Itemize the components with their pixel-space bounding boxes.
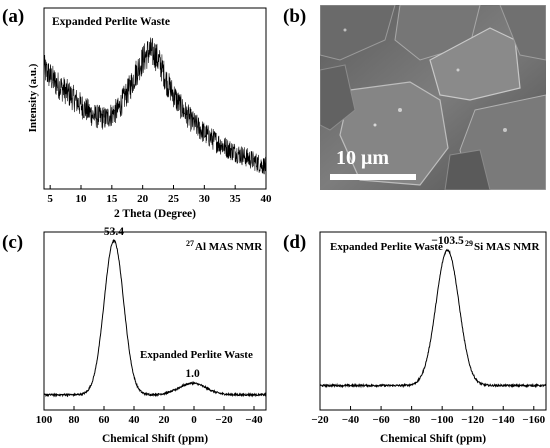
si-nmr-superscript: 29 xyxy=(465,239,473,248)
xrd-x-ticks: 5 10 15 20 25 30 35 40 xyxy=(47,185,272,205)
al-nmr-peak-labels: 53.4 1.0 xyxy=(104,226,200,380)
al-nmr-series-line xyxy=(43,238,267,398)
sem-shard xyxy=(499,5,546,61)
al-nmr-x-tick-label: 0 xyxy=(191,414,197,426)
xrd-x-tick-label: 20 xyxy=(137,193,149,205)
si-nmr-trace xyxy=(319,248,547,389)
al-nmr-plot-frame xyxy=(43,231,267,411)
xrd-x-tick-label: 40 xyxy=(261,193,273,205)
al-nmr-sample-label: Expanded Perlite Waste xyxy=(140,349,253,361)
si-nmr-nucleus-label: Si MAS NMR xyxy=(474,241,540,253)
al-nmr-peak-label: 1.0 xyxy=(185,368,200,380)
xrd-trace xyxy=(43,37,267,175)
si-nmr-peak-labels: −103.5 xyxy=(431,235,464,247)
si-nmr-x-ticks: −20 −40 −60 −80 −100 −120 −140 −160 xyxy=(311,406,546,426)
panel-label-b: (b) xyxy=(283,6,306,27)
panel-label-a: (a) xyxy=(2,6,24,27)
sem-particles xyxy=(320,5,546,190)
si-nmr-x-tick-label: −140 xyxy=(492,414,515,426)
al-nmr-superscript: 27 xyxy=(186,239,194,248)
sem-shard xyxy=(320,64,356,131)
sem-scale-bar xyxy=(330,174,416,180)
si-nmr-x-tick-label: −20 xyxy=(311,414,329,426)
sem-debris xyxy=(456,68,460,72)
xrd-x-tick-label: 5 xyxy=(47,193,53,205)
sem-scale-text: 10 μm xyxy=(336,147,389,169)
si-nmr-x-axis-label: Chemical Shift (ppm) xyxy=(380,433,486,445)
al-nmr-x-axis-label: Chemical Shift (ppm) xyxy=(102,433,208,445)
si-nmr-x-tick-label: −120 xyxy=(461,414,484,426)
si-nmr-x-tick-label: −80 xyxy=(403,414,421,426)
al-nmr-x-tick-label: −40 xyxy=(245,414,263,426)
al-nmr-x-tick-label: 60 xyxy=(99,414,111,426)
si-nmr-chart: Expanded Perlite Waste 29 Si MAS NMR Che… xyxy=(311,231,547,445)
al-nmr-x-tick-label: 80 xyxy=(69,414,81,426)
xrd-title: Expanded Perlite Waste xyxy=(52,16,170,28)
xrd-chart: Expanded Perlite Waste Intensity (a.u.) … xyxy=(27,7,272,220)
sem-shard xyxy=(444,149,491,190)
sem-debris xyxy=(398,108,402,112)
al-nmr-x-tick-label: −20 xyxy=(215,414,233,426)
al-nmr-nucleus-label: Al MAS NMR xyxy=(195,241,263,253)
sem-shard xyxy=(339,81,449,186)
xrd-x-tick-label: 35 xyxy=(230,193,242,205)
sem-shard xyxy=(429,27,521,101)
xrd-series-line xyxy=(43,37,267,175)
sem-shard xyxy=(320,5,396,61)
xrd-y-axis-label: Intensity (a.u.) xyxy=(27,63,39,132)
al-nmr-x-tick-label: 100 xyxy=(36,414,53,426)
sem-debris xyxy=(373,123,377,127)
al-nmr-peak-label: 53.4 xyxy=(104,226,124,238)
al-nmr-x-tick-label: 20 xyxy=(159,414,171,426)
sem-debris xyxy=(503,128,507,132)
al-nmr-chart: 27 Al MAS NMR Expanded Perlite Waste Che… xyxy=(36,226,267,445)
sem-micrograph: 10 μm xyxy=(320,5,546,190)
sem-debris xyxy=(343,28,347,32)
xrd-x-tick-label: 15 xyxy=(106,193,118,205)
si-nmr-peak-label: −103.5 xyxy=(431,235,464,247)
al-nmr-trace xyxy=(43,238,267,398)
si-nmr-x-tick-label: −40 xyxy=(342,414,360,426)
si-nmr-x-tick-label: −160 xyxy=(522,414,545,426)
si-nmr-series-line xyxy=(319,248,547,389)
si-nmr-x-tick-label: −100 xyxy=(431,414,454,426)
xrd-x-tick-label: 30 xyxy=(199,193,211,205)
xrd-x-tick-label: 10 xyxy=(76,193,88,205)
si-nmr-plot-frame xyxy=(319,231,547,411)
al-nmr-x-tick-label: 40 xyxy=(129,414,141,426)
panel-label-c: (c) xyxy=(2,232,23,253)
si-nmr-sample-label: Expanded Perlite Waste xyxy=(330,241,443,253)
panel-label-d: (d) xyxy=(283,232,306,253)
al-nmr-x-ticks: 100 80 60 40 20 0 −20 −40 xyxy=(36,406,263,426)
xrd-plot-frame xyxy=(43,7,267,190)
xrd-x-axis-label: 2 Theta (Degree) xyxy=(114,208,196,220)
xrd-x-tick-label: 25 xyxy=(168,193,180,205)
si-nmr-x-tick-label: −60 xyxy=(372,414,390,426)
